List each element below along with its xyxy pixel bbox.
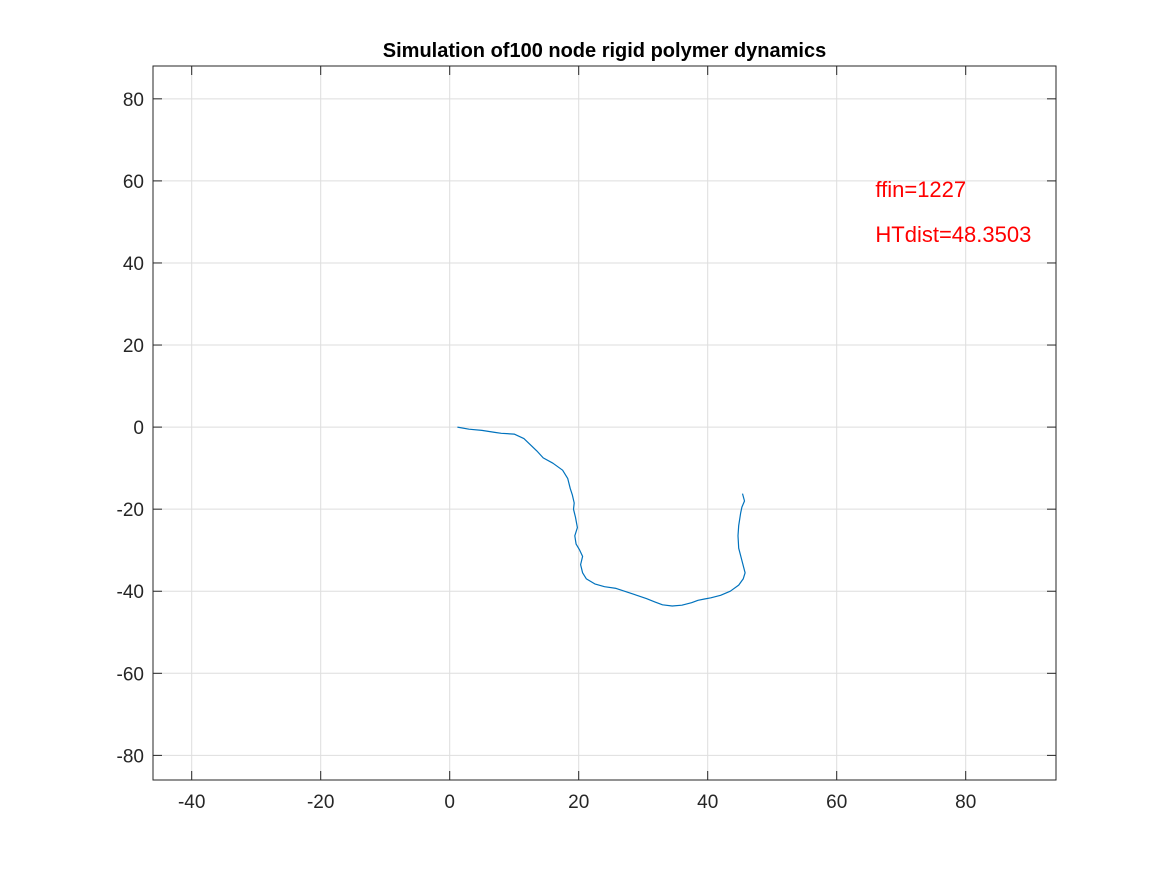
y-tick-label: 20 [123, 336, 144, 357]
chart-title: Simulation of100 node rigid polymer dyna… [383, 40, 826, 62]
annotation-text: HTdist=48.3503 [875, 222, 1031, 247]
grid-lines [153, 66, 1056, 780]
y-tick-label: -60 [117, 664, 144, 685]
x-tick-label: 0 [444, 792, 455, 813]
y-axis-tick-labels: -80 -60 -40 -20 0 20 40 60 80 [117, 90, 144, 768]
x-tick-label: 20 [568, 792, 589, 813]
y-tick-label: 60 [123, 172, 144, 193]
x-axis-tick-labels: -40 -20 0 20 40 60 80 [178, 792, 976, 813]
axis-ticks [153, 66, 1056, 780]
x-tick-label: -20 [307, 792, 334, 813]
x-tick-label: 40 [697, 792, 718, 813]
plot-area-box [152, 65, 1057, 781]
annotations: ffin=1227 HTdist=48.3503 [875, 177, 1031, 247]
series-layer [457, 426, 746, 607]
y-tick-label: 0 [133, 418, 144, 439]
annotation-text: ffin=1227 [875, 177, 966, 202]
y-tick-label: -80 [117, 746, 144, 767]
x-tick-label: -40 [178, 792, 205, 813]
x-tick-label: 80 [955, 792, 976, 813]
y-tick-label: 40 [123, 254, 144, 275]
y-tick-label: -20 [117, 500, 144, 521]
polymer-chain-line [457, 426, 746, 607]
y-tick-label: -40 [117, 582, 144, 603]
x-tick-label: 60 [826, 792, 847, 813]
y-tick-label: 80 [123, 90, 144, 111]
